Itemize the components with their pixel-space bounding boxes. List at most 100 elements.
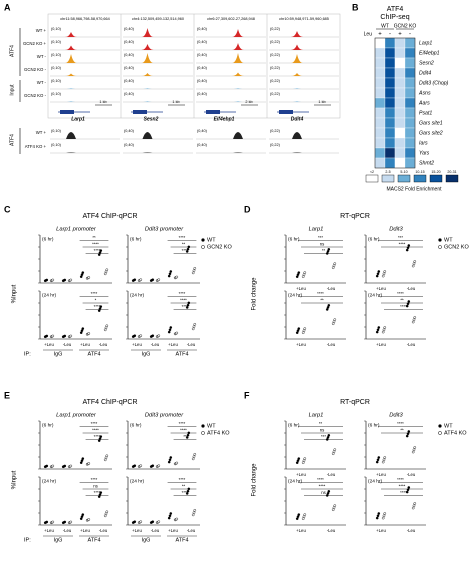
data-point bbox=[193, 323, 197, 326]
heatmap-cell bbox=[374, 87, 386, 99]
heatmap-cell bbox=[374, 77, 386, 89]
legend-label: WT bbox=[444, 423, 453, 429]
data-point bbox=[169, 326, 173, 329]
significance: **** bbox=[180, 298, 187, 303]
data-point bbox=[169, 456, 173, 459]
ip-group: ATF4 bbox=[175, 537, 188, 543]
heatmap-cell bbox=[374, 107, 386, 119]
data-point bbox=[405, 304, 409, 308]
heatmap-cell bbox=[394, 57, 406, 69]
data-point bbox=[327, 304, 331, 307]
x-label: +Leu bbox=[44, 528, 54, 533]
data-point bbox=[333, 262, 337, 265]
heatmap-cell bbox=[394, 97, 406, 109]
time-label: (24 hr) bbox=[288, 292, 303, 298]
coordinate: chr11:58,966,798-58,970,664 bbox=[60, 17, 110, 21]
data-point bbox=[381, 460, 385, 464]
track-peak bbox=[66, 132, 76, 139]
track-peak bbox=[142, 152, 153, 153]
data-point bbox=[382, 458, 386, 462]
data-point bbox=[185, 250, 189, 253]
time-label: (24 hr) bbox=[288, 478, 303, 484]
x-label: -Leu bbox=[407, 342, 416, 347]
data-point bbox=[51, 520, 55, 524]
significance: ns bbox=[321, 490, 326, 495]
track-range: (0,40) bbox=[197, 129, 208, 133]
gene-name: Gars site2 bbox=[419, 130, 443, 136]
heatmap-cell bbox=[374, 137, 386, 149]
x-label: -Leu bbox=[99, 528, 108, 533]
heatmap-cell bbox=[374, 57, 386, 69]
data-point bbox=[99, 435, 103, 438]
significance: ** bbox=[320, 298, 324, 303]
data-point bbox=[185, 306, 189, 309]
data-point bbox=[105, 510, 109, 514]
data-point bbox=[405, 434, 409, 438]
axis-title: %Input bbox=[12, 470, 18, 489]
title: ChIP-seq bbox=[380, 14, 409, 21]
data-point bbox=[375, 460, 379, 464]
significance: *** bbox=[398, 235, 403, 240]
legend-label: WT bbox=[207, 423, 216, 429]
time-label: (6 hr) bbox=[130, 422, 142, 428]
data-point bbox=[139, 520, 143, 524]
gene-name: Larp1 bbox=[419, 40, 432, 46]
data-point bbox=[51, 278, 55, 282]
significance: ** bbox=[319, 421, 323, 426]
panel-label: E bbox=[4, 390, 10, 400]
data-point bbox=[406, 246, 410, 250]
gene-name: Ddit4 bbox=[419, 70, 431, 76]
x-label: -Leu bbox=[151, 342, 160, 347]
track-peak bbox=[50, 45, 120, 50]
x-label: -Leu bbox=[327, 342, 336, 347]
gene-name: Aars bbox=[418, 100, 430, 106]
subtitle: Ddit3 bbox=[389, 413, 403, 419]
group-label: Input bbox=[9, 84, 15, 96]
heatmap-cell bbox=[384, 97, 396, 109]
track-peak bbox=[123, 73, 193, 76]
data-point bbox=[139, 464, 143, 468]
heatmap-cell bbox=[384, 147, 396, 159]
heatmap-cell bbox=[384, 77, 396, 89]
data-point bbox=[407, 300, 411, 303]
legend-marker bbox=[201, 238, 205, 242]
legend-marker bbox=[201, 431, 205, 435]
data-point bbox=[376, 514, 380, 518]
track-range: (0,10) bbox=[51, 92, 62, 96]
heatmap-cell bbox=[374, 147, 386, 159]
ip-group: ATF4 bbox=[175, 351, 188, 357]
data-point bbox=[81, 327, 85, 330]
data-point bbox=[297, 457, 301, 460]
scale-bar: 2 kb bbox=[245, 100, 252, 104]
legend-swatch bbox=[413, 174, 427, 183]
data-point bbox=[81, 457, 85, 460]
heatmap-cell bbox=[394, 157, 406, 169]
x-label: -Leu bbox=[99, 342, 108, 347]
data-point bbox=[185, 436, 189, 439]
track-range: (0,10) bbox=[51, 40, 62, 44]
significance: **** bbox=[400, 490, 407, 495]
x-label: +Leu bbox=[296, 472, 306, 477]
data-point bbox=[151, 520, 155, 524]
heatmap-cell bbox=[394, 37, 406, 49]
data-point bbox=[333, 504, 337, 507]
data-point bbox=[63, 278, 67, 282]
significance: **** bbox=[94, 304, 101, 309]
data-point bbox=[191, 457, 195, 461]
heatmap-frame bbox=[374, 37, 416, 169]
track-peak bbox=[66, 152, 76, 153]
data-point bbox=[411, 506, 415, 510]
significance: *** bbox=[318, 235, 323, 240]
data-point bbox=[193, 267, 197, 270]
ip-group: ATF4 bbox=[87, 537, 100, 543]
gene-name: Sesn2 bbox=[144, 116, 159, 122]
data-point bbox=[407, 244, 411, 247]
data-point bbox=[45, 464, 49, 468]
data-point bbox=[375, 274, 379, 278]
row-label: ATF4 KO + bbox=[25, 144, 47, 149]
significance: **** bbox=[94, 490, 101, 495]
significance: **** bbox=[182, 248, 189, 253]
data-point bbox=[383, 326, 387, 329]
data-point bbox=[99, 305, 103, 308]
ip-label: IP: bbox=[24, 537, 31, 543]
